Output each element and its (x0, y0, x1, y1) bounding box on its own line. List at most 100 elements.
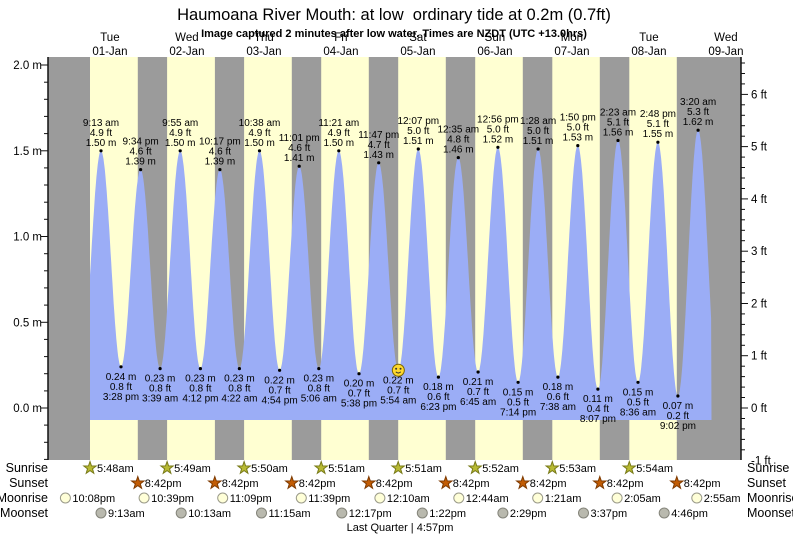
astro-time-label: 2:05am (624, 493, 661, 505)
day-date-label: 04-Jan (323, 46, 358, 58)
low-tide-label: 0.15 m (623, 387, 654, 398)
day-date-label: 05-Jan (400, 46, 435, 58)
astro-time-label: 9:13am (108, 508, 145, 520)
astro-time-label: 10:13am (188, 508, 231, 520)
high-tide-label: 5.0 ft (487, 124, 509, 135)
marker-eye (399, 367, 402, 370)
high-tide-label: 4.6 ft (288, 143, 310, 154)
high-tide-label: 3:20 am (680, 97, 716, 108)
tide-extreme-dot (696, 128, 700, 132)
high-tide-label: 2:48 pm (640, 109, 676, 120)
sunrise-star-icon (313, 459, 329, 475)
low-tide-label: 0.8 ft (189, 384, 211, 395)
tide-extreme-dot (676, 394, 680, 398)
astro-time-label: 5:51am (405, 463, 442, 475)
tide-extreme-dot (237, 367, 241, 371)
row-label-moonset-right: Moonset (747, 506, 793, 520)
astro-time-label: 8:42pm (376, 478, 413, 490)
tide-extreme-dot (456, 156, 460, 160)
high-tide-label: 1.52 m (483, 134, 514, 145)
low-tide-label: 7:38 am (540, 402, 576, 413)
right-axis-tick-label: 6 ft (751, 89, 768, 101)
day-date-label: 03-Jan (246, 46, 281, 58)
sunset-star-icon (669, 474, 685, 490)
tide-extreme-dot (198, 367, 202, 371)
low-tide-label: 3:28 pm (103, 392, 139, 403)
tide-extreme-dot (278, 368, 282, 372)
marker-smile (395, 371, 402, 374)
tide-extreme-dot (178, 149, 182, 153)
tide-extreme-dot (158, 367, 162, 371)
low-tide-label: 4:54 pm (262, 395, 298, 406)
low-tide-label: 6:23 pm (420, 402, 456, 413)
astro-time-label: 12:44am (466, 493, 509, 505)
day-date-label: 09-Jan (708, 46, 743, 58)
low-tide-label: 0.7 ft (268, 385, 290, 396)
astro-time-label: 8:42pm (299, 478, 336, 490)
day-name-label: Wed (175, 32, 198, 44)
high-tide-label: 4.9 ft (169, 128, 191, 139)
low-tide-label: 0.23 m (224, 374, 255, 385)
left-axis-tick-label: 0.5 m (13, 317, 42, 329)
right-axis-tick-label: -1 ft (751, 455, 772, 467)
moonset-icon (95, 507, 107, 519)
astro-time-label: 5:49am (174, 463, 211, 475)
high-tide-label: 11:21 am (318, 118, 359, 129)
page-subtitle: Image captured 2 minutes after low water… (201, 28, 587, 40)
astro-time-label: 11:09pm (230, 493, 272, 505)
low-tide-label: 5:38 pm (341, 399, 377, 410)
astro-time-label: 10:39pm (151, 493, 194, 505)
moonrise-icon (59, 492, 71, 504)
astro-time-label: 8:42pm (684, 478, 721, 490)
sunrise-star-icon (236, 459, 252, 475)
sunset-star-icon (515, 474, 531, 490)
sunset-star-icon (130, 474, 146, 490)
day-name-label: Sat (409, 32, 427, 44)
astro-time-label: 8:42pm (145, 478, 182, 490)
tide-extreme-dot (436, 375, 440, 379)
high-tide-label: 4.6 ft (129, 147, 151, 158)
low-tide-label: 0.2 ft (667, 411, 689, 422)
high-tide-label: 1.41 m (284, 153, 315, 164)
row-label-moonrise-left: Moonrise (0, 491, 48, 505)
low-tide-label: 0.22 m (383, 375, 414, 386)
low-tide-label: 0.18 m (543, 382, 574, 393)
high-tide-label: 10:38 am (239, 118, 281, 129)
low-tide-label: 0.23 m (185, 374, 216, 385)
astro-time-label: 12:10am (387, 493, 430, 505)
astro-time-label: 8:42pm (607, 478, 644, 490)
low-tide-label: 8:07 pm (580, 414, 616, 425)
high-tide-label: 4.7 ft (368, 140, 390, 151)
row-label-sunset-right: Sunset (747, 476, 786, 490)
tide-extreme-dot (257, 149, 262, 153)
sunrise-star-icon (159, 459, 175, 475)
left-axis-tick-label: 1.0 m (13, 232, 42, 244)
high-tide-label: 9:13 am (83, 118, 119, 129)
day-name-label: Fri (334, 32, 347, 44)
high-tide-label: 5.3 ft (687, 107, 709, 118)
high-tide-label: 12:56 pm (477, 114, 519, 125)
day-name-label: Tue (100, 32, 119, 44)
moonrise-icon (611, 492, 623, 504)
high-tide-label: 1.39 m (125, 157, 156, 168)
row-label-sunrise-left: Sunrise (6, 461, 48, 475)
day-name-label: Thu (254, 32, 274, 44)
high-tide-label: 1:28 am (520, 116, 556, 127)
low-tide-label: 0.6 ft (547, 392, 569, 403)
tide-extreme-dot (636, 380, 640, 384)
tide-extreme-dot (139, 168, 143, 172)
astro-time-label: 1:22pm (429, 508, 466, 520)
sunset-star-icon (592, 474, 608, 490)
low-tide-label: 0.5 ft (627, 397, 649, 408)
low-tide-label: 0.7 ft (387, 385, 409, 396)
tide-extreme-dot (377, 161, 381, 165)
low-tide-label: 0.8 ft (228, 384, 250, 395)
astro-time-label: 5:51am (328, 463, 365, 475)
moonrise-icon (295, 492, 307, 504)
high-tide-label: 2:23 am (600, 108, 636, 119)
tide-extreme-dot (119, 365, 123, 369)
astro-time-label: 8:42pm (453, 478, 490, 490)
high-tide-label: 12:35 am (437, 125, 479, 136)
tide-extreme-dot (218, 168, 222, 172)
